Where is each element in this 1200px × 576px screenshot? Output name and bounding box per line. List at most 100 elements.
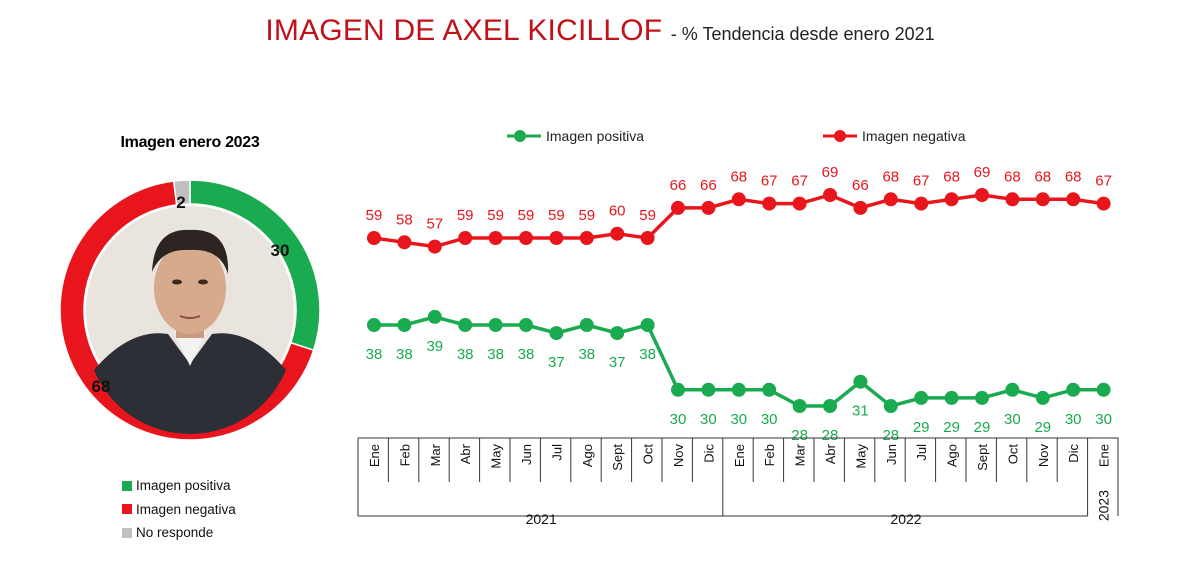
donut-chart: 30 68 2 <box>59 179 321 441</box>
series-positiva-data-label: 29 <box>913 419 930 436</box>
series-negativa-data-label: 59 <box>487 207 504 224</box>
series-positiva-point <box>1096 382 1111 397</box>
x-tick-label: Feb <box>762 444 777 466</box>
photo-eye-right <box>198 279 208 285</box>
series-negativa-data-label: 68 <box>1034 168 1051 185</box>
photo-shirt <box>174 332 206 366</box>
series-negativa-point <box>914 196 929 211</box>
series-positiva-point <box>367 318 381 332</box>
x-tick-label: Feb <box>397 444 412 466</box>
series-negativa-point <box>488 231 503 245</box>
photo-face <box>154 242 226 334</box>
series-negativa-data-label: 59 <box>639 207 656 224</box>
photo-mouth <box>179 315 201 319</box>
series-negativa-data-label: 66 <box>852 177 869 194</box>
legend-label-no-responde: No responde <box>136 525 214 541</box>
series-negativa-point <box>823 188 837 202</box>
series-positiva-point <box>975 390 989 405</box>
series-positiva-data-label: 30 <box>700 411 717 428</box>
series-negativa-data-label: 67 <box>791 173 808 190</box>
series-negativa-data-label: 58 <box>396 211 413 228</box>
legend-marker-positiva <box>514 130 526 142</box>
series-positiva-data-label: 30 <box>1004 411 1021 428</box>
photo-shoulders <box>94 333 286 434</box>
series-negativa-data-label: 67 <box>761 173 778 190</box>
series-negativa-data-label: 59 <box>457 207 474 224</box>
series-negativa-point <box>853 200 868 215</box>
x-tick-label: Mar <box>793 443 808 466</box>
series-positiva-point <box>914 390 929 405</box>
year-label-2022: 2022 <box>890 511 921 527</box>
series-negativa-data-label: 67 <box>1095 173 1112 190</box>
x-tick-label: Ago <box>580 444 595 467</box>
x-tick-label: Oct <box>1005 444 1020 465</box>
donut-label-1: 30 <box>271 241 290 260</box>
series-negativa-point <box>427 239 442 254</box>
x-tick-label: Dic <box>1066 444 1081 463</box>
donut-label-3: 2 <box>176 193 185 212</box>
series-negativa-point <box>975 188 989 202</box>
page-title-subtitle: - % Tendencia desde enero 2021 <box>670 24 935 44</box>
series-positiva-data-label: 31 <box>852 403 869 420</box>
series-negativa-point <box>1035 192 1050 207</box>
legend-swatch-no-responde <box>122 527 132 538</box>
series-negativa-point <box>883 192 898 207</box>
series-positiva-data-label: 30 <box>1065 411 1082 428</box>
series-positiva-point <box>762 382 777 397</box>
series-negativa-point <box>549 231 564 245</box>
series-negativa-data-label: 68 <box>1004 168 1021 185</box>
series-negativa-point <box>1096 196 1111 211</box>
series-negativa-data-label: 60 <box>609 203 626 220</box>
series-negativa-data-label: 69 <box>822 164 839 181</box>
x-tick-label: Ene <box>732 444 747 467</box>
series-positiva-point <box>610 326 625 341</box>
legend-swatch-negativa <box>122 504 132 515</box>
series-negativa-point <box>367 231 381 245</box>
x-tick-label: Nov <box>1036 444 1051 468</box>
series-positiva-point <box>731 382 746 397</box>
series-positiva-data-label: 29 <box>943 419 960 436</box>
series-positiva-point <box>792 399 807 413</box>
legend-label-positiva: Imagen positiva <box>136 478 231 494</box>
series-positiva-data-label: 38 <box>578 346 595 363</box>
legend-label-line-negativa: Imagen negativa <box>862 128 966 144</box>
x-tick-label: Jul <box>549 444 564 461</box>
series-positiva-point <box>823 399 837 413</box>
x-tick-label: Abr <box>458 443 473 464</box>
series-negativa-data-label: 67 <box>913 173 930 190</box>
series-negativa-data-label: 59 <box>366 207 383 224</box>
series-positiva-data-label: 28 <box>822 427 839 444</box>
series-positiva-data-label: 38 <box>396 346 413 363</box>
series-negativa-point <box>1005 192 1020 207</box>
series-positiva-point <box>640 318 655 332</box>
series-negativa-data-label: 68 <box>1065 168 1082 185</box>
series-positiva-data-label: 30 <box>1095 411 1112 428</box>
year-label-2021: 2021 <box>526 511 557 527</box>
legend-label-line-positiva: Imagen positiva <box>546 128 644 144</box>
series-negativa-data-label: 59 <box>578 207 595 224</box>
series-negativa-point <box>701 200 716 215</box>
series-negativa-point <box>458 231 473 245</box>
x-tick-label: Abr <box>823 443 838 464</box>
donut-slice-3 <box>172 179 191 206</box>
series-positiva-point <box>1066 382 1081 397</box>
series-negativa-point <box>1066 192 1081 207</box>
series-negativa-point <box>579 231 594 245</box>
series-positiva-data-label: 38 <box>487 346 504 363</box>
page-title: IMAGEN DE AXEL KICILLOF - % Tendencia de… <box>0 14 1200 48</box>
series-negativa-point <box>610 226 625 241</box>
x-tick-label: Oct <box>641 444 656 465</box>
series-negativa-data-label: 57 <box>426 216 443 233</box>
series-positiva-point <box>458 318 473 332</box>
series-negativa-data-label: 69 <box>974 164 991 181</box>
series-negativa-data-label: 59 <box>518 207 535 224</box>
series-positiva-point <box>671 382 685 397</box>
series-negativa-point <box>944 192 959 207</box>
series-positiva-point <box>579 318 594 332</box>
donut-chart-title: Imagen enero 2023 <box>120 134 260 151</box>
legend-marker-negativa <box>834 130 846 142</box>
series-positiva-point <box>397 318 412 332</box>
series-positiva-point <box>549 326 564 341</box>
series-negativa-point <box>762 196 777 211</box>
